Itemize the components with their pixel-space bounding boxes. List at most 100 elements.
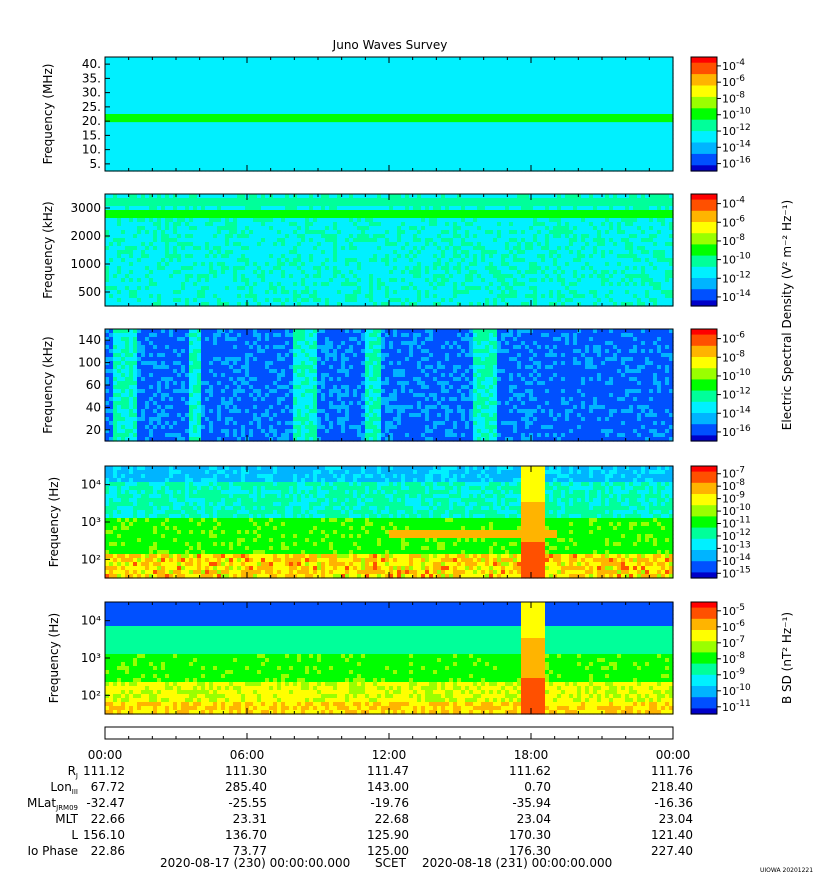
colorbar-step bbox=[691, 165, 717, 169]
heatmap-cell bbox=[413, 57, 418, 62]
heatmap-cell bbox=[245, 61, 250, 66]
heatmap-cell bbox=[505, 114, 510, 119]
heatmap-cell bbox=[153, 198, 158, 203]
y-tick-label: 30. bbox=[82, 86, 101, 100]
heatmap-cell bbox=[665, 154, 670, 160]
heatmap-cell bbox=[413, 134, 418, 140]
heatmap-cell bbox=[489, 105, 494, 111]
heatmap-cell bbox=[377, 69, 382, 74]
heatmap-cell bbox=[233, 61, 238, 66]
heatmap-cell bbox=[545, 138, 550, 144]
heatmap-cell bbox=[265, 130, 270, 135]
heatmap-cell bbox=[357, 89, 362, 95]
heatmap-cell bbox=[609, 65, 614, 70]
heatmap-cell bbox=[269, 126, 274, 131]
heatmap-cell bbox=[625, 158, 630, 164]
heatmap-cell bbox=[301, 105, 306, 111]
heatmap-cell bbox=[161, 162, 166, 168]
heatmap-cell bbox=[365, 158, 370, 164]
heatmap-cell bbox=[193, 118, 198, 123]
heatmap-cell bbox=[437, 122, 442, 127]
heatmap-cell bbox=[197, 218, 202, 223]
heatmap-cell bbox=[189, 226, 194, 231]
heatmap-cell bbox=[517, 114, 522, 119]
heatmap-cell bbox=[605, 142, 610, 148]
heatmap-cell bbox=[189, 246, 194, 251]
heatmap-cell bbox=[485, 57, 490, 62]
heatmap-cell bbox=[209, 114, 214, 119]
heatmap-cell bbox=[241, 73, 246, 78]
heatmap-cell bbox=[369, 146, 374, 152]
heatmap-cell bbox=[249, 57, 254, 62]
heatmap-cell bbox=[545, 114, 550, 119]
heatmap-cell bbox=[545, 77, 550, 83]
heatmap-cell bbox=[261, 61, 266, 66]
heatmap-cell bbox=[569, 89, 574, 95]
heatmap-cell bbox=[465, 134, 470, 140]
heatmap-cell bbox=[661, 122, 666, 127]
heatmap-cell bbox=[109, 302, 114, 307]
heatmap-cell bbox=[401, 73, 406, 78]
heatmap-cell bbox=[337, 93, 342, 99]
heatmap-cell bbox=[385, 73, 390, 78]
heatmap-cell bbox=[205, 250, 210, 255]
heatmap-cell bbox=[305, 166, 310, 172]
heatmap-cell bbox=[217, 274, 222, 279]
heatmap-cell bbox=[645, 166, 650, 172]
heatmap-cell bbox=[209, 109, 214, 115]
heatmap-cell bbox=[217, 101, 222, 107]
heatmap-cell bbox=[337, 154, 342, 160]
heatmap-cell bbox=[393, 65, 398, 70]
heatmap-cell bbox=[609, 162, 614, 168]
y-axis-label: Frequency (MHz) bbox=[41, 64, 55, 165]
heatmap-cell bbox=[569, 158, 574, 164]
heatmap-cell bbox=[457, 97, 462, 103]
heatmap-cell bbox=[541, 81, 546, 87]
heatmap-cell bbox=[113, 89, 118, 95]
heatmap-cell bbox=[225, 93, 230, 99]
heatmap-cell bbox=[505, 130, 510, 135]
heatmap-cell bbox=[473, 69, 478, 74]
heatmap-cell bbox=[425, 142, 430, 148]
heatmap-cell bbox=[473, 162, 478, 168]
heatmap-cell bbox=[421, 154, 426, 160]
heatmap-cell bbox=[105, 166, 110, 172]
heatmap-cell bbox=[213, 93, 218, 99]
heatmap-cell bbox=[297, 65, 302, 70]
heatmap-cell bbox=[425, 61, 430, 66]
heatmap-cell bbox=[141, 226, 146, 231]
heatmap-cell bbox=[189, 258, 194, 263]
heatmap-cell bbox=[489, 69, 494, 74]
heatmap-cell bbox=[629, 105, 634, 111]
heatmap-cell bbox=[581, 118, 586, 123]
heatmap-cell bbox=[261, 93, 266, 99]
heatmap-cell bbox=[461, 162, 466, 168]
heatmap-cell bbox=[417, 146, 422, 152]
heatmap-cell bbox=[357, 146, 362, 152]
heatmap-cell bbox=[313, 97, 318, 103]
heatmap-cell bbox=[337, 114, 342, 119]
heatmap-cells bbox=[105, 57, 674, 172]
heatmap-cell bbox=[597, 81, 602, 87]
heatmap-cell bbox=[137, 214, 142, 219]
heatmap-cell bbox=[305, 142, 310, 148]
heatmap-cell bbox=[229, 138, 234, 144]
heatmap-cell bbox=[653, 122, 658, 127]
heatmap-cell bbox=[161, 126, 166, 131]
heatmap-cell bbox=[197, 146, 202, 152]
colorbar-step bbox=[691, 136, 717, 141]
heatmap-cell bbox=[501, 69, 506, 74]
heatmap-cell bbox=[453, 146, 458, 152]
heatmap-cell bbox=[177, 282, 182, 287]
heatmap-cell bbox=[625, 146, 630, 152]
heatmap-cell bbox=[209, 250, 214, 255]
heatmap-cell bbox=[601, 77, 606, 83]
heatmap-cell bbox=[337, 57, 342, 62]
heatmap-cell bbox=[297, 134, 302, 140]
heatmap-cell bbox=[177, 302, 182, 307]
heatmap-cell bbox=[197, 286, 202, 291]
heatmap-cell bbox=[537, 130, 542, 135]
heatmap-cell bbox=[129, 302, 134, 307]
heatmap-cell bbox=[585, 73, 590, 78]
heatmap-cell bbox=[309, 81, 314, 87]
